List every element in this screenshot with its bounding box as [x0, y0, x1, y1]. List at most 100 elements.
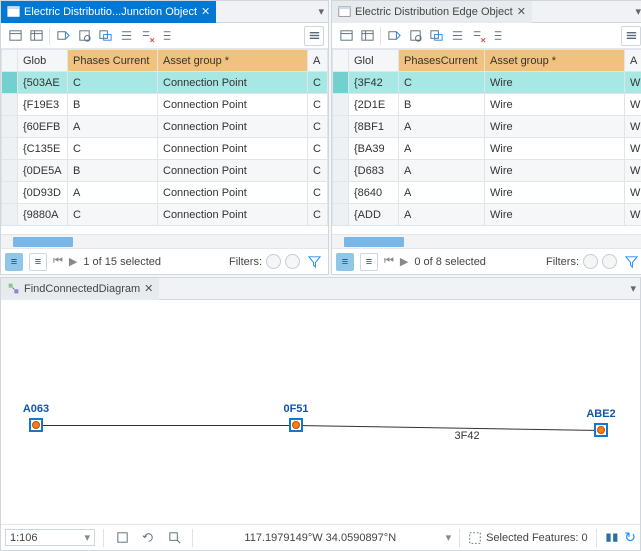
nav-first-icon[interactable]: ⏮: [53, 255, 63, 268]
tab-diagram[interactable]: FindConnectedDiagram ✕: [1, 278, 159, 300]
row-header[interactable]: [333, 160, 349, 182]
col-a[interactable]: A: [308, 50, 328, 72]
cell-asset[interactable]: Wire: [485, 94, 625, 116]
view-rows-icon[interactable]: ≡: [336, 253, 354, 271]
row-header[interactable]: [2, 204, 18, 226]
tool-1[interactable]: [336, 26, 356, 46]
tool-8[interactable]: [158, 26, 178, 46]
nav-next-icon[interactable]: ▶: [69, 255, 77, 268]
cell-phase[interactable]: B: [399, 94, 485, 116]
table-row[interactable]: {3F42CWireWi: [333, 72, 641, 94]
tool-3[interactable]: [384, 26, 404, 46]
tab-menu-icon[interactable]: ▾: [635, 5, 641, 18]
cell-phase[interactable]: C: [399, 72, 485, 94]
cell-a[interactable]: C: [308, 72, 328, 94]
col-asset[interactable]: Asset group *: [485, 50, 625, 72]
diagram-canvas[interactable]: 3F42A0630F51ABE2: [1, 300, 640, 524]
tool-6[interactable]: [447, 26, 467, 46]
tab-menu-icon[interactable]: ▾: [630, 282, 636, 295]
filter-1-icon[interactable]: [266, 254, 281, 269]
cell-a[interactable]: Wi: [625, 138, 641, 160]
cell-a[interactable]: C: [308, 160, 328, 182]
cell-phase[interactable]: A: [399, 138, 485, 160]
cell-asset[interactable]: Connection Point: [158, 204, 308, 226]
tool-5[interactable]: [426, 26, 446, 46]
tool-7[interactable]: [137, 26, 157, 46]
col-glob[interactable]: Glob: [18, 50, 68, 72]
zoom-icon[interactable]: [164, 528, 184, 548]
tab-edge[interactable]: Electric Distribution Edge Object ✕: [332, 1, 532, 23]
cell-a[interactable]: C: [308, 204, 328, 226]
cell-asset[interactable]: Connection Point: [158, 72, 308, 94]
cell-glob[interactable]: {0D93D: [18, 182, 68, 204]
row-header[interactable]: [2, 72, 18, 94]
row-header[interactable]: [333, 72, 349, 94]
cell-phase[interactable]: B: [68, 160, 158, 182]
tool-8[interactable]: [489, 26, 509, 46]
table-row[interactable]: {9880ACConnection PointC: [2, 204, 328, 226]
selected-features[interactable]: Selected Features: 0: [468, 531, 588, 545]
refresh-icon[interactable]: ↻: [624, 529, 636, 546]
col-a[interactable]: A: [625, 50, 641, 72]
table-row[interactable]: {F19E3BConnection PointC: [2, 94, 328, 116]
table-row[interactable]: {8640AWireWi: [333, 182, 641, 204]
filter-1-icon[interactable]: [583, 254, 598, 269]
tool-5[interactable]: [95, 26, 115, 46]
cell-glob[interactable]: {503AE: [18, 72, 68, 94]
edge[interactable]: [296, 425, 601, 431]
table-row[interactable]: {0DE5ABConnection PointC: [2, 160, 328, 182]
cell-phase[interactable]: A: [399, 160, 485, 182]
cell-a[interactable]: Wi: [625, 94, 641, 116]
tab-menu-icon[interactable]: ▾: [318, 5, 324, 18]
cell-asset[interactable]: Wire: [485, 116, 625, 138]
cell-phase[interactable]: A: [68, 116, 158, 138]
cell-phase[interactable]: A: [399, 204, 485, 226]
row-header[interactable]: [2, 94, 18, 116]
table-row[interactable]: {0D93DAConnection PointC: [2, 182, 328, 204]
cell-glob[interactable]: {8BF1: [349, 116, 399, 138]
row-header[interactable]: [2, 116, 18, 138]
cell-glob[interactable]: {F19E3: [18, 94, 68, 116]
chevron-down-icon[interactable]: ▾: [84, 531, 90, 544]
cell-glob[interactable]: {8640: [349, 182, 399, 204]
rotate-icon[interactable]: [138, 528, 158, 548]
view-grid-icon[interactable]: ≡: [360, 253, 378, 271]
row-header[interactable]: [2, 182, 18, 204]
tool-2[interactable]: [357, 26, 377, 46]
tool-1[interactable]: [5, 26, 25, 46]
cell-a[interactable]: Wi: [625, 182, 641, 204]
row-header[interactable]: [333, 204, 349, 226]
cell-glob[interactable]: {D683: [349, 160, 399, 182]
table-row[interactable]: {BA39AWireWi: [333, 138, 641, 160]
table-row[interactable]: {8BF1AWireWi: [333, 116, 641, 138]
cell-glob[interactable]: {60EFB: [18, 116, 68, 138]
hamburger-icon[interactable]: [304, 26, 324, 46]
nav-first-icon[interactable]: ⏮: [384, 255, 394, 268]
row-header[interactable]: [333, 116, 349, 138]
cell-phase[interactable]: A: [68, 182, 158, 204]
cell-asset[interactable]: Connection Point: [158, 182, 308, 204]
extent-icon[interactable]: [112, 528, 132, 548]
row-header[interactable]: [333, 94, 349, 116]
table-row[interactable]: {60EFBAConnection PointC: [2, 116, 328, 138]
close-icon[interactable]: ✕: [201, 5, 210, 18]
cell-glob[interactable]: {C135E: [18, 138, 68, 160]
cell-glob[interactable]: {0DE5A: [18, 160, 68, 182]
cell-a[interactable]: Wi: [625, 72, 641, 94]
hscroll[interactable]: [1, 234, 328, 248]
cell-glob[interactable]: {2D1E: [349, 94, 399, 116]
filter-2-icon[interactable]: [602, 254, 617, 269]
scale-input[interactable]: 1:106 ▾: [5, 529, 95, 546]
row-header[interactable]: [2, 138, 18, 160]
cell-a[interactable]: C: [308, 138, 328, 160]
tool-4[interactable]: [405, 26, 425, 46]
table-row[interactable]: {ADDAWireWi: [333, 204, 641, 226]
cell-glob[interactable]: {3F42: [349, 72, 399, 94]
close-icon[interactable]: ✕: [517, 5, 526, 18]
tool-3[interactable]: [53, 26, 73, 46]
cell-glob[interactable]: {9880A: [18, 204, 68, 226]
cell-a[interactable]: Wi: [625, 204, 641, 226]
cell-phase[interactable]: C: [68, 204, 158, 226]
col-glob[interactable]: Glol: [349, 50, 399, 72]
col-phases[interactable]: Phases Current: [68, 50, 158, 72]
